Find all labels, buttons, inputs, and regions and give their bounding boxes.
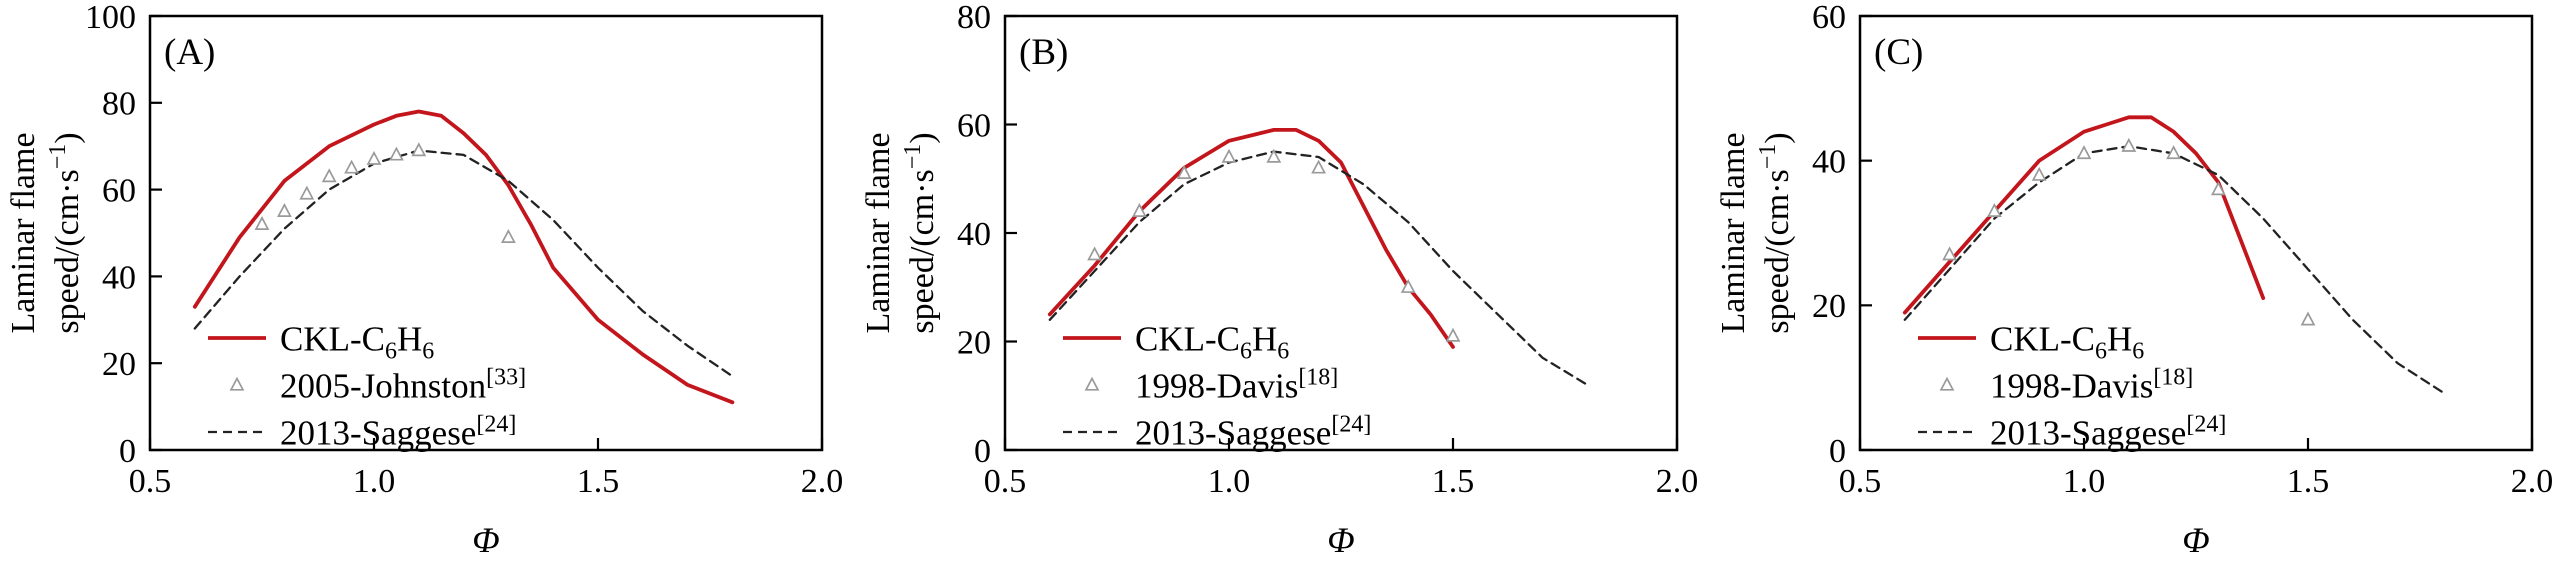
svg-text:1998-Davis[18]: 1998-Davis[18] [1990,364,2193,405]
svg-text:Φ: Φ [472,520,499,560]
svg-text:2.0: 2.0 [1656,463,1699,500]
svg-text:Laminar flame: Laminar flame [1715,132,1752,333]
svg-text:40: 40 [1812,144,1846,181]
svg-text:60: 60 [102,173,136,210]
svg-text:80: 80 [957,0,991,36]
svg-text:1.5: 1.5 [1432,463,1475,500]
svg-text:2013-Saggese[24]: 2013-Saggese[24] [280,411,516,452]
svg-text:20: 20 [102,346,136,383]
svg-text:CKL-C6H6: CKL-C6H6 [1135,319,1289,364]
svg-text:60: 60 [957,107,991,144]
svg-text:2013-Saggese[24]: 2013-Saggese[24] [1135,411,1371,452]
svg-text:0: 0 [1829,433,1846,470]
svg-text:Φ: Φ [2182,520,2209,560]
svg-text:CKL-C6H6: CKL-C6H6 [280,319,434,364]
svg-text:0.5: 0.5 [1839,463,1882,500]
svg-text:Laminar flame: Laminar flame [860,132,897,333]
svg-text:CKL-C6H6: CKL-C6H6 [1990,319,2144,364]
chart-b: 0.5 1.0 1.5 2.0 0 20 40 60 80 Φ Laminar flame speed… [860,0,1699,560]
svg-text:100: 100 [85,0,136,36]
svg-text:2005-Johnston[33]: 2005-Johnston[33] [280,364,526,405]
svg-text:Φ: Φ [1327,520,1354,560]
svg-text:(C): (C) [1874,32,1923,73]
svg-text:0: 0 [974,433,991,470]
svg-text:1.0: 1.0 [2063,463,2106,500]
svg-text:1.0: 1.0 [1208,463,1251,500]
svg-text:40: 40 [102,259,136,296]
chart-panel-b: 0.5 1.0 1.5 2.0 0 20 40 60 80 Φ Laminar flame speed… [855,0,1710,564]
svg-text:20: 20 [1812,288,1846,325]
svg-text:1.5: 1.5 [2287,463,2330,500]
svg-text:1998-Davis[18]: 1998-Davis[18] [1135,364,1338,405]
svg-text:(A): (A) [164,32,215,73]
svg-text:1.5: 1.5 [577,463,620,500]
svg-text:speed/(cm·s−1): speed/(cm·s−1) [45,132,86,333]
svg-text:40: 40 [957,216,991,253]
chart-panel-a: 0.5 1.0 1.5 2.0 0 20 40 60 80 100 Φ Laminar flame sp… [0,0,855,564]
svg-text:speed/(cm·s−1): speed/(cm·s−1) [1755,132,1796,333]
svg-text:speed/(cm·s−1): speed/(cm·s−1) [900,132,941,333]
svg-text:(B): (B) [1019,32,1068,73]
svg-text:0: 0 [119,433,136,470]
svg-text:Laminar flame: Laminar flame [5,132,42,333]
svg-text:20: 20 [957,324,991,361]
svg-text:2013-Saggese[24]: 2013-Saggese[24] [1990,411,2226,452]
svg-text:1.0: 1.0 [353,463,396,500]
svg-text:80: 80 [102,86,136,123]
chart-c: 0.5 1.0 1.5 2.0 0 20 40 60 Φ Laminar flame speed/(… [1715,0,2554,560]
svg-text:0.5: 0.5 [984,463,1027,500]
svg-text:2.0: 2.0 [2511,463,2554,500]
chart-a: 0.5 1.0 1.5 2.0 0 20 40 60 80 100 Φ Laminar flame sp… [5,0,844,560]
svg-text:0.5: 0.5 [129,463,172,500]
svg-text:2.0: 2.0 [801,463,844,500]
chart-panel-c: 0.5 1.0 1.5 2.0 0 20 40 60 Φ Laminar flame speed/(… [1710,0,2565,564]
svg-text:60: 60 [1812,0,1846,36]
